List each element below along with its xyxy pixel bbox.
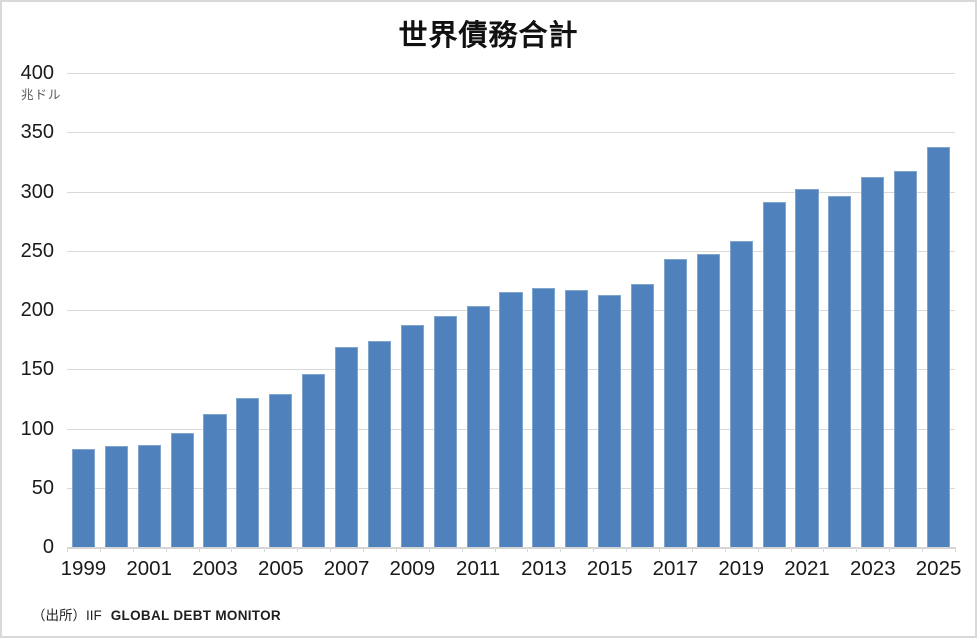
x-axis-tick — [560, 547, 562, 552]
x-axis-tick — [922, 547, 924, 552]
x-axis-tick — [527, 547, 529, 552]
x-axis-tick — [955, 547, 956, 552]
x-axis-tick — [99, 547, 101, 552]
x-axis-line — [67, 547, 955, 549]
x-axis-tick — [297, 547, 299, 552]
x-axis-tick — [856, 547, 858, 552]
x-axis-tick — [395, 547, 397, 552]
source-name: GLOBAL DEBT MONITOR — [110, 608, 281, 623]
gridline-350 — [67, 132, 955, 133]
chart-title: 世界債務合計 — [398, 20, 579, 52]
x-axis-tick — [659, 547, 660, 552]
x-axis-tick — [691, 547, 693, 552]
bar-2019 — [729, 241, 753, 547]
x-axis-tick — [428, 547, 430, 552]
bar-2020 — [762, 202, 786, 547]
x-tick-label-2009: 2009 — [389, 557, 436, 580]
x-axis-tick — [330, 547, 332, 552]
bar-2006 — [302, 374, 326, 547]
bar-2014 — [565, 289, 589, 547]
x-tick-label-1999: 1999 — [60, 557, 107, 580]
x-axis-tick — [494, 547, 496, 552]
bar-2018 — [696, 254, 720, 547]
bar-2016 — [631, 283, 655, 547]
bar-2004 — [236, 397, 260, 547]
bar-2008 — [367, 340, 392, 547]
bar-2007 — [335, 346, 359, 547]
y-tick-label-0: 0 — [42, 536, 54, 558]
gridline-300 — [67, 192, 955, 193]
x-axis-tick — [461, 547, 463, 552]
bar-1999 — [71, 448, 96, 547]
x-tick-label-2011: 2011 — [456, 557, 501, 580]
x-axis-tick — [790, 547, 792, 552]
x-axis-tick — [593, 547, 595, 552]
y-tick-label-300: 300 — [20, 180, 54, 203]
x-axis-tick — [231, 547, 233, 552]
bar-2001 — [137, 445, 161, 547]
x-tick-label-2017: 2017 — [652, 557, 699, 580]
x-tick-label-2001: 2001 — [126, 557, 172, 580]
bar-2003 — [203, 414, 227, 547]
bar-2025 — [927, 146, 951, 547]
y-tick-label-150: 150 — [20, 358, 54, 381]
bar-2017 — [663, 259, 688, 547]
x-tick-label-2005: 2005 — [257, 557, 304, 580]
bar-2013 — [532, 287, 556, 547]
x-tick-label-2007: 2007 — [323, 557, 370, 580]
y-tick-label-250: 250 — [20, 239, 54, 262]
x-axis-tick — [626, 547, 628, 552]
x-tick-label-2003: 2003 — [192, 557, 238, 580]
x-axis-tick — [67, 547, 68, 552]
x-tick-label-2023: 2023 — [849, 557, 896, 580]
bar-2009 — [400, 325, 424, 547]
x-axis-tick — [264, 547, 266, 552]
y-tick-label-350: 350 — [20, 121, 54, 144]
gridline-400 — [67, 73, 955, 74]
y-tick-label-200: 200 — [20, 299, 54, 321]
x-tick-label-2021: 2021 — [784, 557, 830, 580]
x-tick-label-2025: 2025 — [915, 557, 962, 580]
x-axis-tick — [165, 547, 167, 552]
bar-2021 — [795, 189, 819, 547]
bar-2012 — [499, 292, 523, 547]
bar-2005 — [269, 394, 293, 547]
bar-2010 — [433, 315, 457, 547]
x-axis-tick — [363, 547, 364, 552]
x-axis-tick — [823, 547, 825, 552]
x-tick-label-2015: 2015 — [586, 557, 633, 580]
bar-2023 — [861, 177, 885, 547]
y-tick-label-400: 400 — [20, 62, 54, 84]
plot-area — [67, 73, 956, 552]
bar-2000 — [104, 446, 128, 547]
bar-2015 — [598, 294, 622, 547]
x-tick-label-2013: 2013 — [521, 557, 567, 580]
y-axis-unit-label: 兆ドル — [21, 88, 62, 102]
x-axis-tick — [132, 547, 134, 552]
x-axis-tick — [724, 547, 726, 552]
gridline-250 — [67, 251, 955, 252]
y-tick-label-100: 100 — [20, 417, 54, 440]
bar-2011 — [466, 306, 490, 547]
x-axis-tick — [757, 547, 759, 552]
bar-2024 — [894, 171, 918, 547]
x-tick-label-2019: 2019 — [718, 557, 764, 580]
source-note: （出所）IIF GLOBAL DEBT MONITOR — [32, 604, 281, 624]
x-axis-tick — [198, 547, 200, 552]
bar-2002 — [170, 433, 194, 547]
y-tick-label-50: 50 — [31, 476, 54, 499]
bar-2022 — [828, 196, 852, 547]
source-prefix: （出所）IIF — [32, 608, 102, 623]
x-axis-tick — [889, 547, 891, 552]
